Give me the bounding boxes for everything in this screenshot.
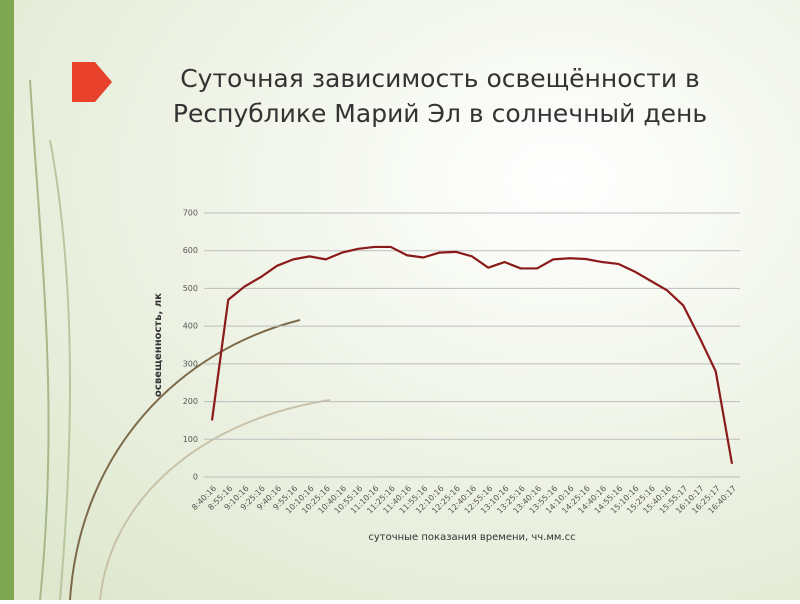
decor-curve: [29, 79, 50, 601]
y-tick-label: 200: [183, 397, 198, 406]
y-tick-label: 700: [183, 209, 198, 218]
decor-curve: [69, 319, 301, 601]
y-tick-label: 100: [183, 435, 198, 444]
decor-curve: [49, 139, 71, 601]
side-bar: [0, 0, 14, 600]
x-axis-label: суточные показания времени, чч.мм.сс: [368, 532, 575, 543]
y-tick-label: 400: [183, 322, 198, 331]
decor-curve: [99, 399, 331, 601]
chart-title: Суточная зависимость освещённости в Респу…: [173, 64, 707, 128]
y-tick-label: 600: [183, 246, 198, 255]
y-tick-label: 300: [183, 359, 198, 368]
y-tick-label: 500: [183, 284, 198, 293]
title-arrow: [72, 62, 112, 102]
y-axis-label: освещенность, лк: [153, 293, 164, 397]
y-tick-label: 0: [193, 473, 198, 482]
data-line: [210, 245, 734, 464]
